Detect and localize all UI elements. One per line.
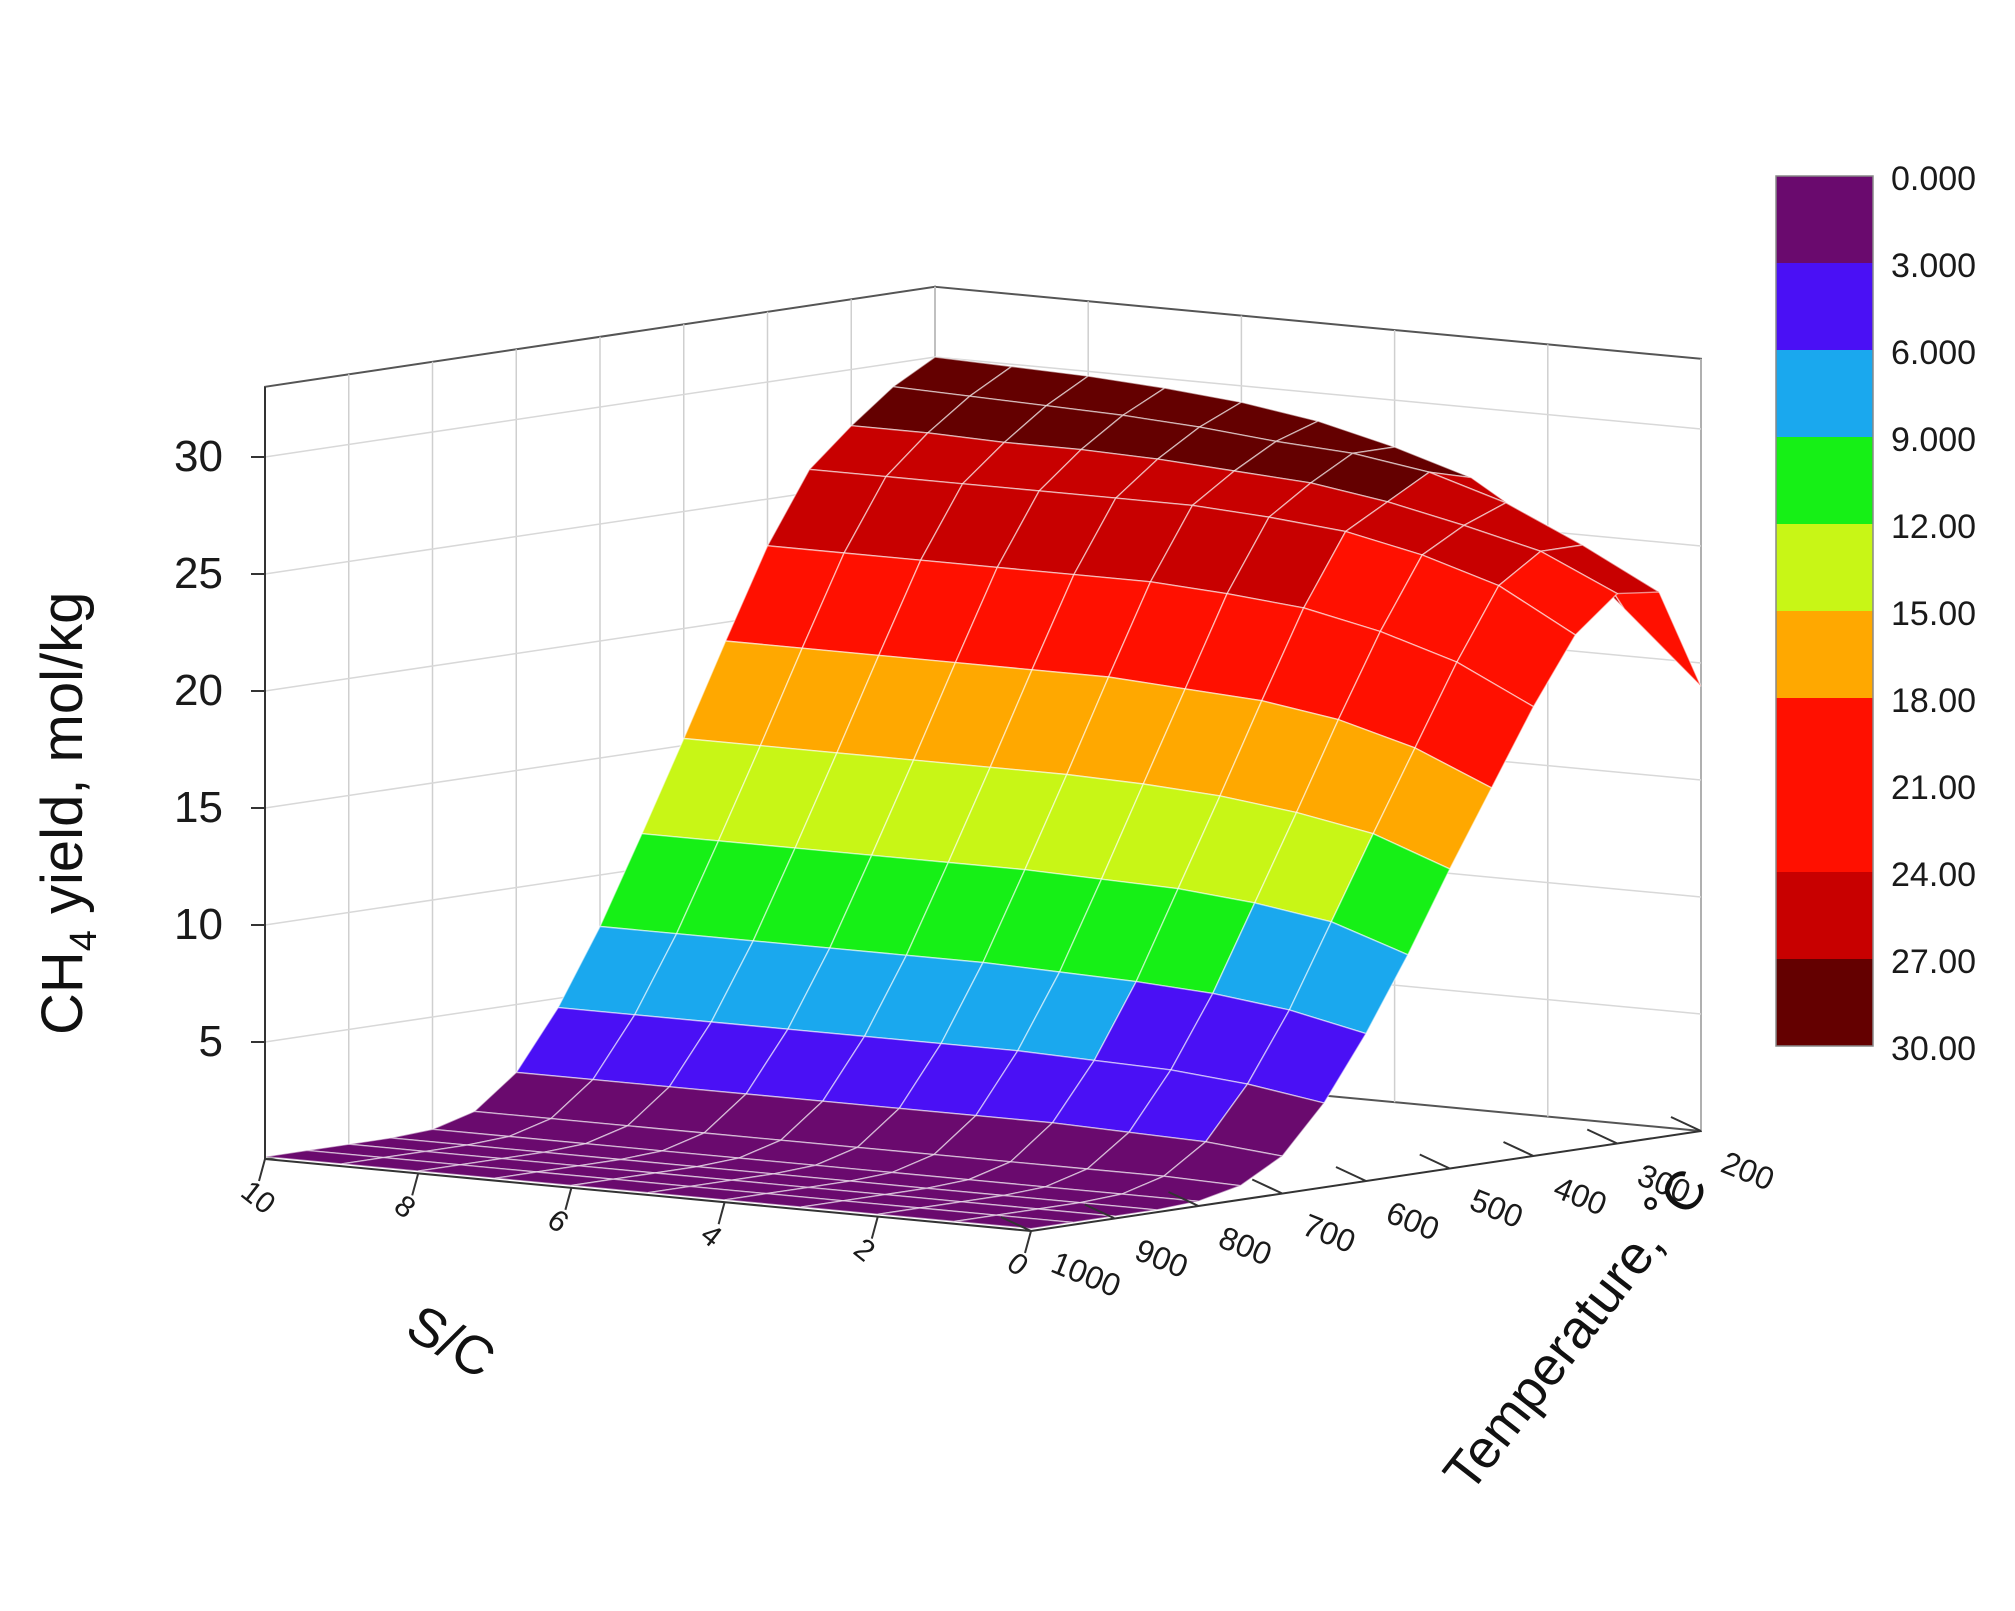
z-tick-label: 5 xyxy=(199,1017,223,1066)
y-tick xyxy=(1000,1216,1032,1232)
y-tick-label: 1000 xyxy=(1046,1244,1125,1304)
z-tick-label: 10 xyxy=(174,900,223,949)
y-tick xyxy=(1419,1153,1451,1170)
colorbar-band xyxy=(1776,785,1873,872)
x-tick-label: 4 xyxy=(694,1218,727,1254)
z-axis-label-sub: 4 xyxy=(63,930,105,951)
y-tick xyxy=(1503,1141,1534,1157)
colorbar-band xyxy=(1776,263,1873,350)
x-tick xyxy=(411,1173,420,1196)
z-axis-label-main: CH xyxy=(30,951,95,1035)
colorbar-label: 30.00 xyxy=(1891,1030,1976,1068)
y-tick-label: 600 xyxy=(1381,1194,1444,1247)
x-tick xyxy=(717,1201,726,1225)
colorbar-band xyxy=(1776,437,1873,524)
y-tick-label: 800 xyxy=(1214,1219,1277,1272)
y-tick xyxy=(1251,1178,1283,1195)
z-tick-label: 20 xyxy=(174,666,223,715)
y-tick-label: 400 xyxy=(1549,1169,1612,1222)
colorbar-band xyxy=(1776,524,1873,611)
x-tick xyxy=(870,1216,879,1239)
colorbar-frame xyxy=(1775,175,1874,1047)
surface-plot xyxy=(264,356,1702,1230)
colorbar-label: 3.000 xyxy=(1891,247,1976,285)
x-tick-label: 10 xyxy=(235,1175,282,1222)
colorbar-label: 9.000 xyxy=(1891,421,1976,459)
colorbar-label: 21.00 xyxy=(1891,769,1976,807)
colorbar-label: 0.000 xyxy=(1891,160,1976,198)
x-tick-label: 2 xyxy=(847,1232,880,1268)
colorbar-band xyxy=(1776,959,1873,1046)
colorbar-label: 18.00 xyxy=(1891,682,1976,720)
y-tick xyxy=(1168,1191,1199,1207)
colorbar-label: 27.00 xyxy=(1891,943,1976,981)
y-tick xyxy=(1586,1128,1618,1145)
x-tick-label: 6 xyxy=(541,1203,574,1239)
colorbar-label: 24.00 xyxy=(1891,856,1976,894)
colorbar-band xyxy=(1776,872,1873,959)
colorbar-band xyxy=(1776,176,1873,263)
colorbar-band xyxy=(1776,350,1873,437)
x-tick xyxy=(1024,1230,1032,1254)
colorbar-band xyxy=(1776,698,1873,785)
color-scale-legend: 0.000 3.000 6.000 9.000 12.00 15.00 18.00 21.00… xyxy=(1775,160,1976,1068)
z-tick-label: 30 xyxy=(174,432,223,481)
x-tick-label: 0 xyxy=(1001,1247,1034,1283)
x-axis-label: S/C xyxy=(397,1293,505,1390)
x-tick xyxy=(258,1158,266,1182)
y-tick xyxy=(1084,1203,1116,1220)
y-tick-label: 200 xyxy=(1716,1144,1779,1197)
x-tick-label: 8 xyxy=(388,1189,421,1225)
y-tick xyxy=(1335,1166,1367,1182)
z-tick-label: 25 xyxy=(174,549,223,598)
z-axis-label-rest: yield, mol/kg xyxy=(30,592,95,930)
y-tick-label: 900 xyxy=(1130,1232,1193,1285)
y-tick-label: 500 xyxy=(1465,1182,1528,1235)
y-tick xyxy=(1670,1116,1702,1132)
colorbar-label: 12.00 xyxy=(1891,508,1976,546)
colorbar-band xyxy=(1776,611,1873,698)
z-axis-label: CH4 yield, mol/kg xyxy=(30,592,105,1035)
x-tick xyxy=(564,1187,573,1211)
colorbar-label: 15.00 xyxy=(1891,595,1976,633)
y-tick-label: 700 xyxy=(1298,1207,1361,1260)
z-tick-label: 15 xyxy=(174,783,223,832)
x-axis-line xyxy=(264,1158,1032,1232)
colorbar-label: 6.000 xyxy=(1891,334,1976,372)
